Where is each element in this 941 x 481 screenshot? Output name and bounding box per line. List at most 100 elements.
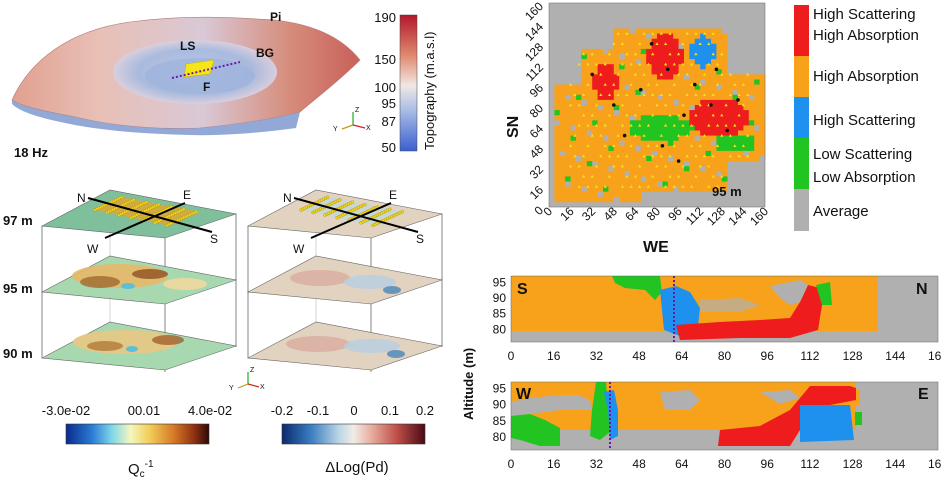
map-cell (673, 33, 679, 39)
map-cell (705, 38, 712, 45)
map-cell (597, 115, 604, 121)
map-cell (754, 99, 760, 106)
map-cell (716, 84, 723, 90)
map-cell (673, 84, 679, 90)
map-cell (603, 59, 609, 65)
map-cell (613, 176, 620, 182)
map-cell (559, 110, 566, 116)
tick: 50 (382, 140, 396, 155)
tick: 95 (382, 96, 396, 111)
map-cell (754, 140, 760, 147)
map-cell (700, 135, 706, 141)
station-marker (638, 164, 642, 168)
map-cell (624, 38, 631, 45)
map-cell (608, 196, 615, 203)
station-marker (616, 154, 620, 158)
station-marker (690, 144, 694, 147)
map-cell (678, 161, 685, 167)
map-cell (597, 181, 604, 187)
map-cell (657, 166, 663, 172)
map-cell (559, 135, 566, 141)
profile-x-tick: 80 (718, 457, 732, 471)
station-marker (668, 154, 672, 158)
map-cell (743, 150, 750, 157)
map-cell (678, 79, 685, 85)
compass-n: N (283, 191, 292, 205)
station-marker (586, 123, 590, 127)
map-cell (694, 69, 701, 75)
map-cell (732, 105, 739, 111)
tick: 0 (350, 403, 357, 418)
map-cell (608, 135, 615, 141)
map-cell (592, 145, 598, 152)
map-cell (651, 186, 658, 192)
station-marker (694, 154, 698, 158)
map-cell (651, 54, 658, 60)
map-cell (565, 196, 571, 203)
map-cell (576, 120, 582, 126)
station-marker (620, 185, 624, 188)
map-cell (678, 156, 685, 162)
map-cell (635, 181, 642, 187)
map-cell (754, 74, 760, 80)
map-cell (624, 33, 631, 39)
map-cell (619, 191, 625, 198)
map-cell (673, 59, 679, 65)
map-cell (705, 84, 712, 90)
map-cell (576, 171, 582, 177)
station-marker (646, 83, 650, 86)
map-cell (635, 89, 642, 96)
map-cell (743, 84, 750, 90)
map-cell (716, 89, 723, 96)
map-cell (613, 38, 620, 45)
map-cell (667, 69, 674, 75)
map-cell (673, 125, 679, 131)
map-cell (635, 120, 642, 126)
map-cell (646, 48, 652, 55)
map-cell (559, 156, 566, 162)
legend-swatch-high-scat (794, 97, 809, 138)
map-cell (554, 120, 561, 126)
station-marker (594, 62, 599, 66)
map-cell (673, 110, 679, 116)
map-cell (748, 79, 755, 85)
map-cell (586, 89, 593, 96)
map-cell (651, 176, 658, 182)
map-cell (684, 74, 690, 80)
event-marker (612, 103, 616, 107)
map-cell (662, 69, 669, 75)
station-marker (569, 83, 573, 86)
map-cell (646, 181, 652, 187)
map-cell (651, 135, 658, 141)
map-cell (554, 130, 561, 136)
map-cell (759, 145, 766, 152)
map-cell (667, 115, 674, 121)
station-marker (681, 42, 685, 45)
map-cell (619, 105, 625, 111)
map-cell (678, 120, 685, 126)
map-cell (678, 140, 685, 147)
svg-text:X: X (366, 125, 371, 132)
station-marker (599, 134, 603, 137)
map-cell (554, 99, 561, 106)
tick: 100 (374, 80, 396, 95)
map-cell (689, 105, 696, 111)
map-cell (716, 38, 723, 45)
map-cell (694, 79, 701, 85)
station-marker (698, 103, 702, 107)
map-cell (581, 69, 588, 75)
map-cell (603, 79, 609, 85)
map-cell (576, 161, 582, 167)
map-cell (673, 161, 679, 167)
map-cell (640, 64, 647, 70)
map-cell (705, 110, 712, 116)
map-cell (694, 59, 701, 65)
map-cell (759, 89, 766, 96)
event-marker (590, 72, 594, 77)
map-cell (608, 156, 615, 162)
map-cell (662, 156, 669, 162)
map-cell (565, 181, 571, 187)
map-cell (727, 99, 733, 106)
map-cell (711, 125, 717, 131)
station-marker (629, 123, 633, 127)
